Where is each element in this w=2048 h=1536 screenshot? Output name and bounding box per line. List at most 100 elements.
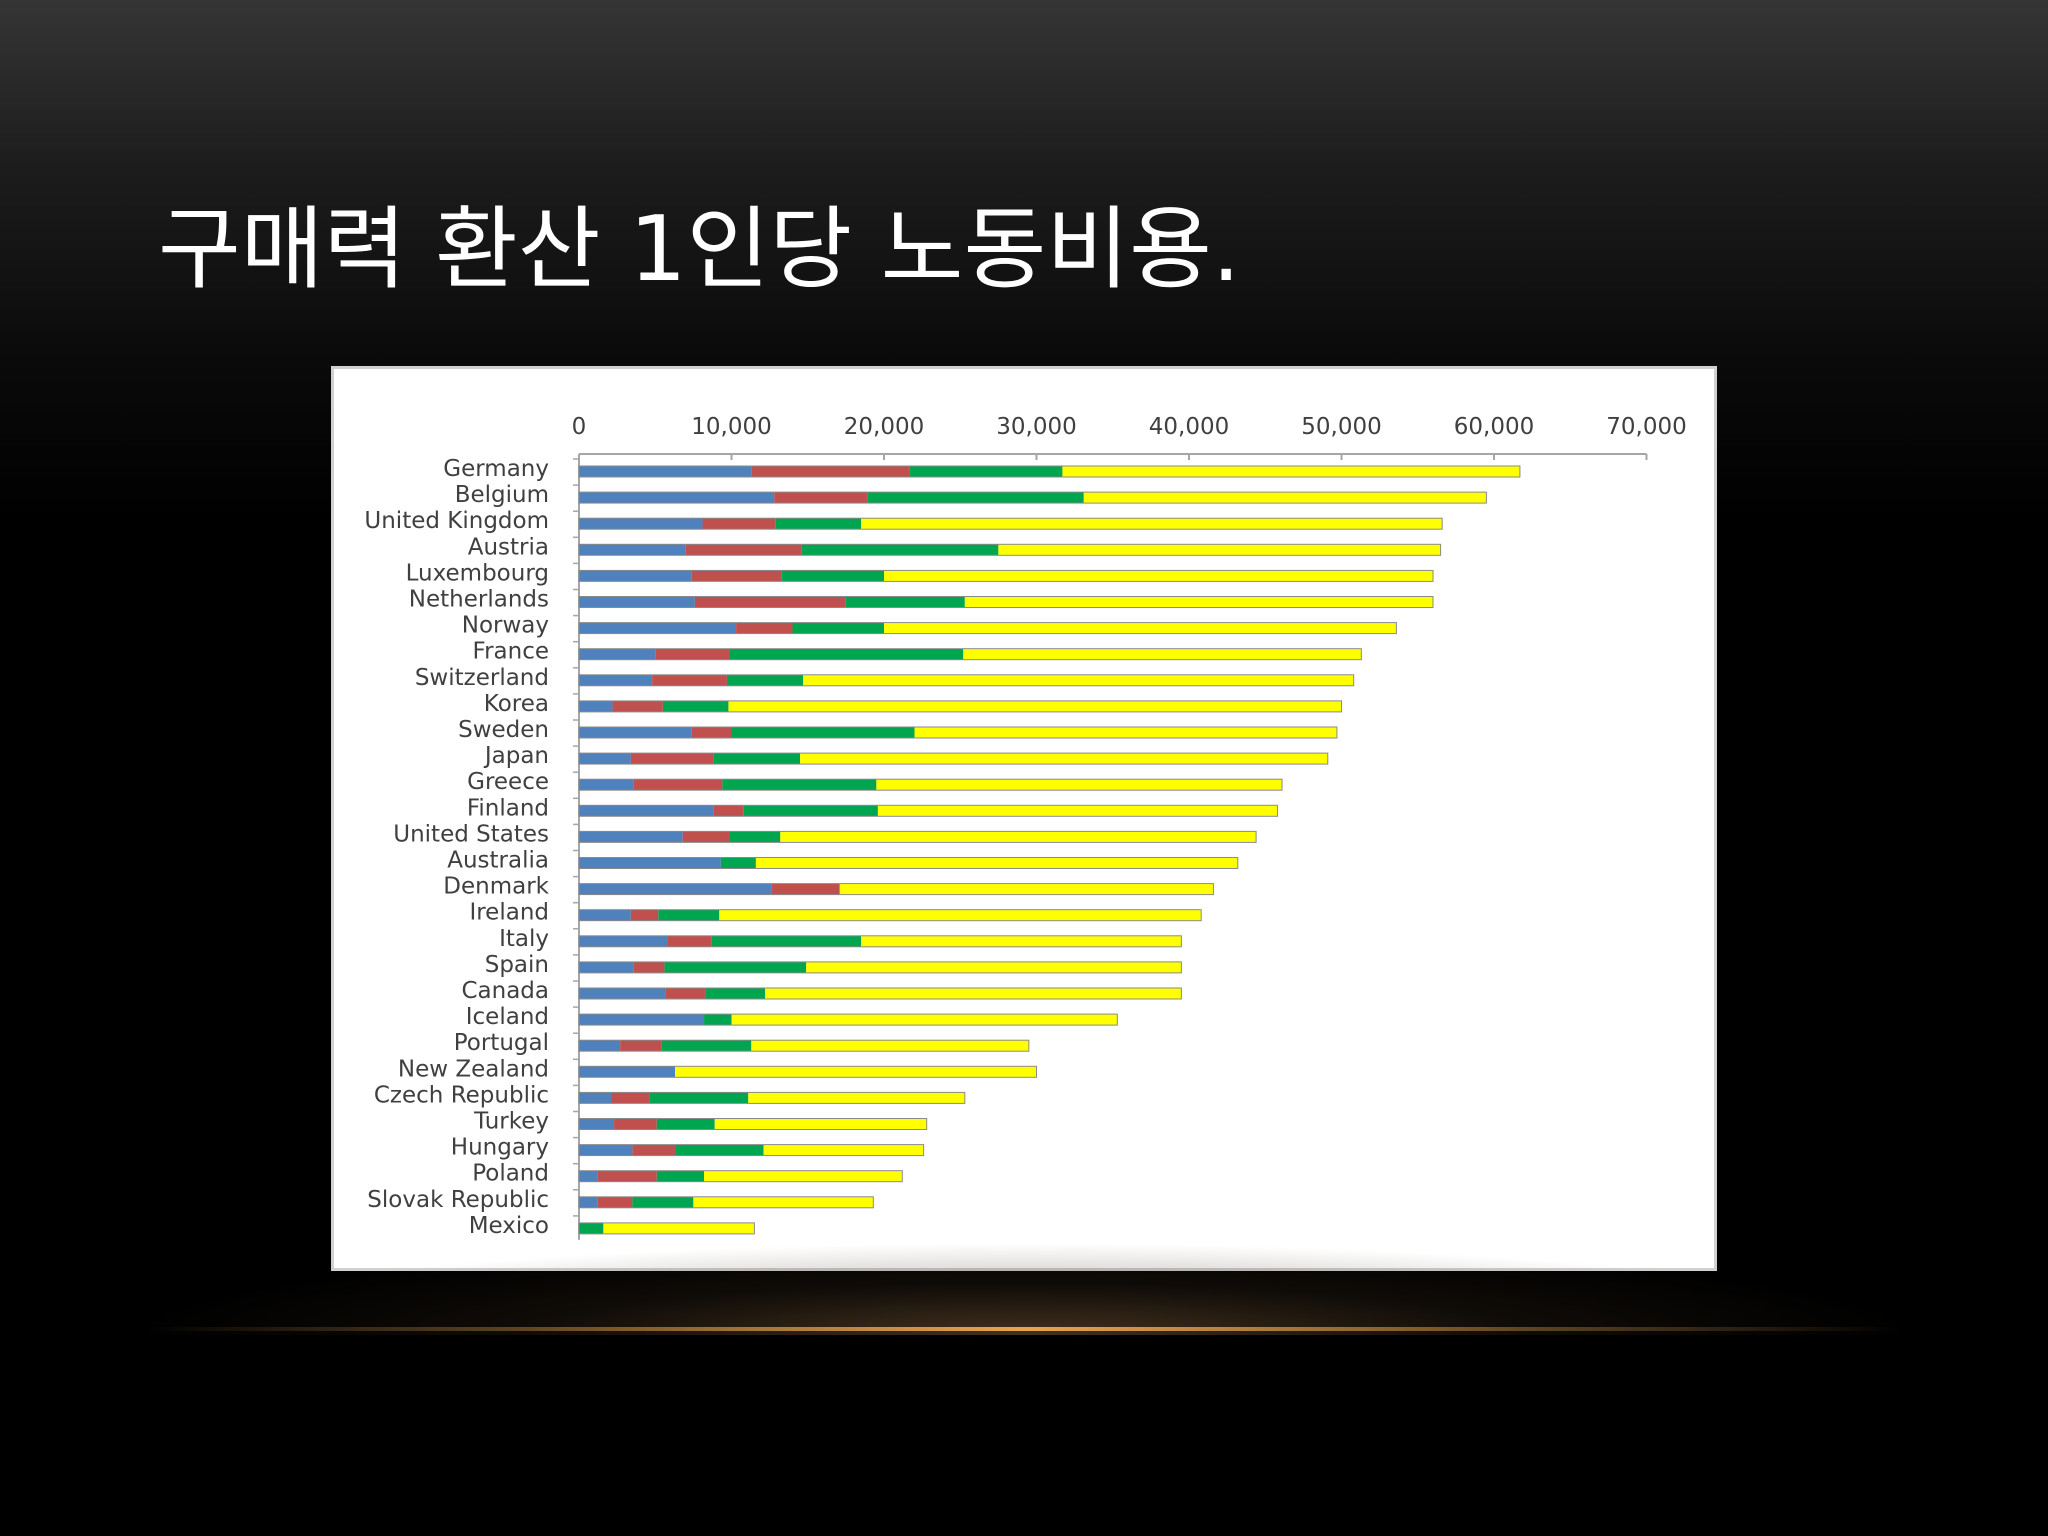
- bar-segment: [579, 909, 631, 921]
- bar-segment: [579, 1092, 612, 1104]
- category-label: France: [473, 639, 549, 665]
- bar-outline: [578, 935, 1182, 948]
- bar-segment: [652, 674, 727, 686]
- bar-segment: [729, 648, 964, 660]
- category-label: Denmark: [443, 874, 549, 900]
- x-tick-label: 0: [572, 414, 587, 440]
- bar-segment: [675, 1066, 1037, 1078]
- bar-segment: [614, 1118, 657, 1130]
- category-label: Belgium: [455, 482, 549, 508]
- bar-outline: [578, 1065, 1037, 1078]
- bar-outline: [578, 622, 1397, 635]
- bar-segment: [731, 1014, 1118, 1026]
- bar-segment: [998, 544, 1441, 556]
- chart-panel: 0 10,000 20,000 30,000 40,000 50,000 60,000 70,…: [331, 366, 1717, 1271]
- bar-segment: [876, 779, 1283, 791]
- bar-outline: [578, 648, 1362, 661]
- bar-segment: [579, 1066, 676, 1078]
- bar-outline: [578, 778, 1283, 791]
- bar-segment: [800, 753, 1328, 765]
- bar-segment: [579, 935, 668, 947]
- bar-segment: [632, 1144, 676, 1156]
- bar-outline: [578, 804, 1278, 817]
- bar-segment: [682, 831, 730, 843]
- bar-outline: [578, 1196, 874, 1209]
- bar-segment: [579, 518, 703, 530]
- bar-segment: [579, 492, 775, 504]
- bar-segment: [1062, 466, 1520, 477]
- bar-segment: [579, 596, 695, 608]
- bar-outline: [578, 752, 1329, 765]
- category-label: Mexico: [469, 1213, 549, 1239]
- bar-segment: [780, 831, 1257, 843]
- bar-segment: [579, 805, 714, 817]
- bar-segment: [964, 596, 1433, 608]
- bar-outline: [578, 569, 1434, 582]
- bar-segment: [704, 1170, 903, 1182]
- category-label: Japan: [483, 743, 549, 769]
- bar-segment: [729, 831, 781, 843]
- bar-segment: [579, 1144, 633, 1156]
- bar-segment: [1083, 492, 1487, 504]
- bar-segment: [612, 700, 663, 712]
- bar-segment: [736, 622, 793, 634]
- bar-segment: [781, 570, 884, 582]
- bar-segment: [877, 805, 1278, 817]
- bar-outline: [578, 543, 1442, 556]
- bar-segment: [914, 727, 1337, 738]
- bar-outline: [578, 1013, 1118, 1026]
- category-label: United Kingdom: [364, 508, 549, 534]
- bar-segment: [630, 909, 659, 921]
- bar-segment: [655, 648, 730, 660]
- bar-segment: [801, 544, 999, 556]
- bar-segment: [579, 1170, 598, 1182]
- category-label: Poland: [472, 1161, 549, 1187]
- bar-segment: [705, 988, 766, 999]
- category-label: Luxembourg: [406, 560, 549, 586]
- bar-segment: [743, 805, 878, 817]
- category-label: Hungary: [451, 1135, 549, 1161]
- bar-segment: [884, 622, 1397, 634]
- category-label: Canada: [461, 978, 549, 1004]
- category-label: Austria: [468, 534, 549, 560]
- category-label: Czech Republic: [374, 1082, 549, 1108]
- bar-segment: [685, 544, 802, 556]
- bar-segment: [665, 988, 706, 999]
- bar-segment: [579, 883, 772, 895]
- bar-segment: [579, 1040, 621, 1052]
- slide-title: 구매력 환산 1인당 노동비용.: [158, 197, 1241, 302]
- bar-segment: [579, 648, 656, 660]
- bar-segment: [719, 909, 1202, 921]
- bar-segment: [806, 961, 1182, 973]
- bottom-glow-line: [150, 1327, 1898, 1331]
- bar-segment: [845, 596, 965, 608]
- bar-segment: [713, 753, 801, 765]
- bar-outline: [578, 1118, 928, 1130]
- bar-outline: [578, 830, 1257, 843]
- bar-segment: [664, 961, 807, 973]
- bar-segment: [597, 1196, 633, 1208]
- bar-segment: [611, 1092, 650, 1104]
- bar-segment: [633, 779, 723, 791]
- bar-segment: [661, 1040, 752, 1052]
- bar-segment: [714, 1118, 927, 1130]
- bar-segment: [656, 1170, 705, 1182]
- bar-segment: [630, 753, 714, 765]
- bar-segment: [579, 1118, 615, 1130]
- bar-segment: [763, 1144, 924, 1156]
- bar-segment: [839, 883, 1214, 895]
- bar-outline: [578, 857, 1239, 869]
- bottom-glow: [140, 1245, 1908, 1335]
- bar-segment: [579, 831, 683, 843]
- x-tick-label: 70,000: [1606, 414, 1686, 440]
- bar-segment: [765, 988, 1182, 999]
- bar-segment: [751, 1040, 1029, 1052]
- bar-segment: [579, 857, 721, 869]
- stacked-bar-chart: 0 10,000 20,000 30,000 40,000 50,000 60,000 70,…: [364, 414, 1687, 1240]
- bar-outline: [578, 1039, 1030, 1052]
- bar-segment: [579, 700, 613, 712]
- bar-segment: [704, 1014, 732, 1026]
- category-label: Germany: [443, 456, 549, 482]
- bar-outline: [578, 465, 1521, 478]
- category-label: Portugal: [454, 1030, 549, 1056]
